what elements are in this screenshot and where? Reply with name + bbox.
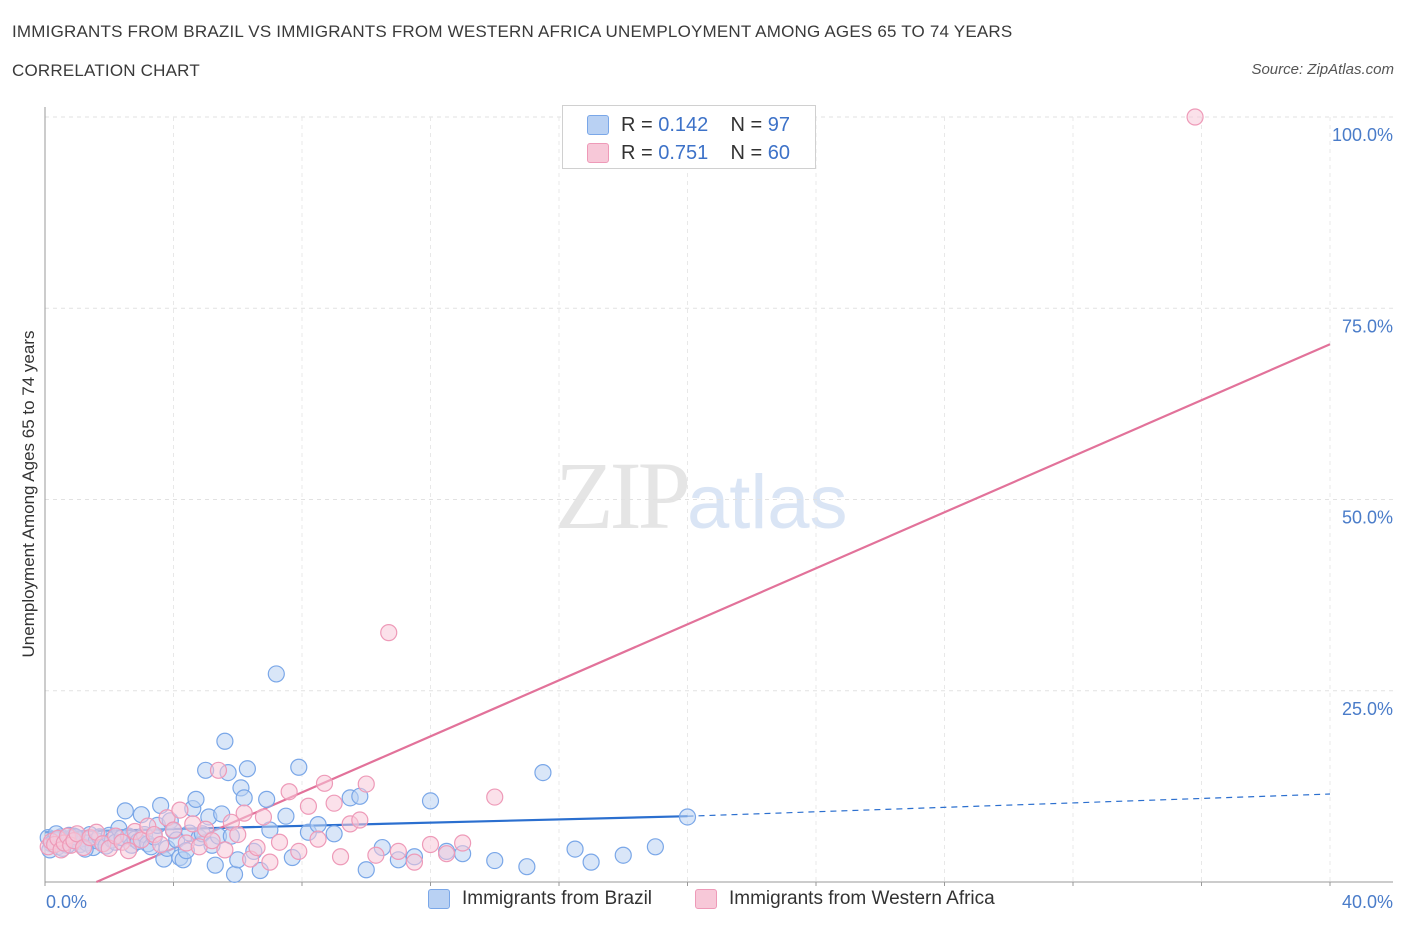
western-africa-point (203, 832, 221, 850)
western-africa-point (315, 774, 334, 792)
grid-lines (45, 116, 1393, 882)
brazil-trend-extension (687, 793, 1331, 817)
legend-item-western-africa: Immigrants from Western Africa (695, 888, 995, 910)
r-value: 0.751 (658, 141, 709, 164)
western-africa-point (290, 842, 308, 861)
brazil-legend-swatch-icon (428, 889, 450, 909)
legend-label-brazil: Immigrants from Brazil (462, 888, 653, 909)
western-africa-point (299, 797, 318, 815)
western-africa-legend-swatch-icon (695, 889, 717, 909)
western-africa-point (235, 804, 253, 822)
western-africa-point (152, 835, 170, 854)
y-tick-label: 25.0% (1342, 699, 1393, 719)
r-label: R = (621, 113, 653, 136)
brazil-point (421, 792, 440, 810)
western-africa-point (325, 794, 343, 812)
stats-legend-row-western-africa: R = 0.751 N = 60 (587, 142, 790, 164)
brazil-point (309, 816, 327, 834)
x-tick-label: 40.0% (1342, 892, 1393, 912)
y-tick-label: 50.0% (1342, 508, 1393, 528)
brazil-point (225, 865, 244, 883)
western-africa-point (421, 835, 440, 854)
r-value: 0.142 (658, 113, 709, 136)
brazil-point (518, 858, 536, 876)
western-africa-swatch-icon (587, 143, 609, 163)
western-africa-point (331, 848, 350, 866)
data-points (39, 108, 1204, 883)
western-africa-point (280, 783, 298, 801)
western-africa-point (351, 811, 369, 829)
brazil-point (206, 856, 224, 874)
y-tick-label: 100.0% (1332, 125, 1393, 145)
brazil-point (258, 790, 276, 808)
western-africa-point (164, 821, 183, 839)
tick-labels: 25.0% 50.0% 75.0% 100.0% 0.0% 40.0% (46, 125, 1393, 912)
western-africa-point (254, 808, 273, 826)
brazil-point (235, 789, 253, 807)
brazil-point (116, 802, 134, 820)
brazil-point (325, 825, 343, 843)
y-tick-label: 75.0% (1342, 316, 1393, 336)
brazil-point (678, 808, 697, 826)
western-africa-point (309, 830, 327, 848)
western-africa-point (216, 841, 234, 859)
brazil-point (187, 790, 205, 808)
western-africa-point (261, 853, 279, 871)
legend-item-brazil: Immigrants from Brazil (428, 888, 652, 910)
n-label: N = (730, 113, 763, 136)
brazil-point (290, 758, 308, 776)
stats-legend: R = 0.142 N = 97 R = 0.751 N = 60 (562, 105, 816, 169)
r-label: R = (621, 141, 653, 164)
western-africa-point (389, 842, 407, 861)
brazil-point (582, 853, 600, 871)
n-value: 97 (767, 113, 791, 136)
legend-label-western-africa: Immigrants from Western Africa (729, 888, 995, 909)
brazil-point (267, 665, 285, 683)
brazil-point (534, 764, 552, 782)
western-africa-point (454, 834, 472, 852)
western-africa-point (357, 775, 375, 793)
axes (44, 107, 1393, 886)
western-africa-point (171, 801, 189, 819)
brazil-point (646, 838, 664, 856)
x-tick-label: 0.0% (46, 892, 87, 912)
brazil-point (486, 851, 504, 870)
watermark-logo: ZIPatlas (555, 442, 848, 549)
brazil-point (566, 840, 584, 858)
western-africa-point (486, 788, 504, 806)
brazil-point (238, 760, 256, 778)
brazil-swatch-icon (587, 115, 609, 135)
western-africa-point (405, 853, 424, 871)
brazil-point (216, 732, 234, 750)
brazil-point (277, 807, 295, 825)
western-africa-point (248, 838, 266, 857)
brazil-point (357, 861, 375, 879)
western-africa-point (119, 842, 138, 860)
y-axis-label: Unemployment Among Ages 65 to 74 years (19, 331, 38, 658)
brazil-point (614, 846, 632, 864)
n-label: N = (730, 141, 763, 164)
western-africa-point (209, 761, 228, 779)
western-africa-point (229, 825, 247, 844)
western-africa-point (380, 624, 398, 642)
western-africa-point (1186, 108, 1204, 126)
western-africa-point (270, 833, 289, 851)
western-africa-point (437, 845, 456, 863)
western-africa-point (367, 846, 385, 864)
chart-subtitle: CORRELATION CHART (12, 61, 200, 80)
n-value: 60 (767, 141, 791, 164)
stats-legend-row-brazil: R = 0.142 N = 97 (587, 114, 790, 136)
chart-title: IMMIGRANTS FROM BRAZIL VS IMMIGRANTS FRO… (12, 22, 1013, 41)
western-africa-trend-line (95, 343, 1331, 884)
chart-source: Source: ZipAtlas.com (1251, 61, 1394, 78)
